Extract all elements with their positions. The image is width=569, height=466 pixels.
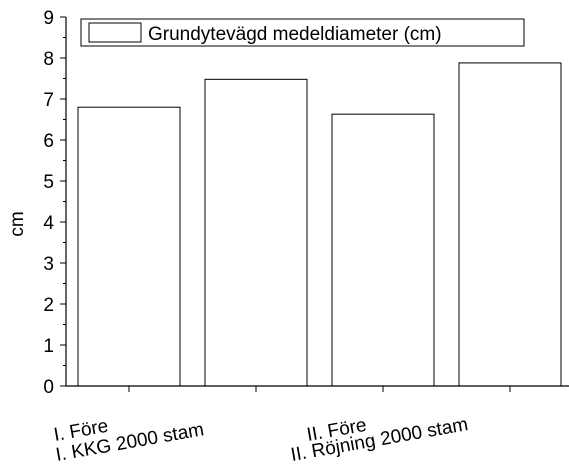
y-tick-label: 8: [43, 49, 54, 70]
bar: [77, 106, 181, 387]
y-tick-label: 1: [43, 336, 54, 357]
y-tick-label: 0: [43, 377, 54, 398]
x-tick-label: II. Röjning 2000 stam: [289, 414, 469, 466]
bar: [204, 78, 308, 387]
y-ticks-group: 0 1 2 3 4 5 6 7 8 9: [43, 8, 66, 398]
bars-group: [77, 62, 562, 387]
y-tick-label: 5: [43, 172, 54, 193]
y-tick-label: 2: [43, 295, 54, 316]
y-tick-label: 9: [43, 8, 54, 29]
legend-swatch: [88, 22, 142, 43]
y-axis-label: cm: [7, 211, 28, 236]
y-tick-label: 3: [43, 254, 54, 275]
legend-label: Grundytevägd medeldiameter (cm): [148, 24, 442, 45]
legend: Grundytevägd medeldiameter (cm): [80, 18, 525, 47]
y-tick-label: 7: [43, 90, 54, 111]
bar: [458, 62, 562, 387]
legend-frame: [80, 18, 525, 47]
y-tick-label: 6: [43, 131, 54, 152]
y-tick-label: 4: [43, 213, 54, 234]
bar: [331, 113, 435, 387]
